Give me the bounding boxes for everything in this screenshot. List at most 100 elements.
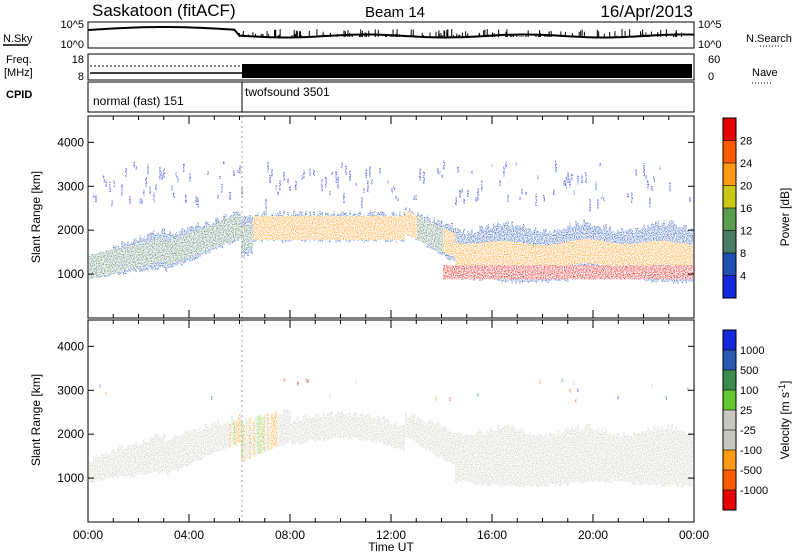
power-cell [629, 265, 631, 280]
power-cell [587, 239, 589, 264]
power-cell [393, 215, 395, 240]
velocity-cell [495, 430, 497, 484]
power-cell [663, 265, 665, 280]
power-cell [603, 265, 605, 280]
velocity-cell [557, 430, 559, 484]
power-cell [311, 215, 313, 240]
power-cell [155, 239, 157, 264]
power-cell [509, 241, 511, 266]
velocity-cell [255, 416, 257, 456]
velocity-cell [97, 456, 99, 482]
velocity-cell [305, 378, 307, 383]
velocity-cell [323, 413, 325, 441]
power-cell [95, 195, 97, 203]
colorbar-segment [723, 230, 736, 254]
velocity-cell [171, 437, 173, 471]
noise-left-tick-top: 10^5 [60, 19, 84, 31]
velocity-cell [455, 432, 457, 484]
velocity-cell [645, 431, 647, 485]
power-cell [653, 241, 655, 266]
power-cell [677, 242, 679, 267]
power-cell [461, 265, 463, 280]
power-cell [121, 184, 123, 197]
velocity-cell [481, 432, 483, 486]
power-cell [689, 265, 691, 280]
power-cell [515, 265, 517, 280]
power-cell [485, 265, 487, 280]
power-cell [139, 243, 141, 268]
power-cell [205, 226, 207, 251]
power-cell [229, 192, 231, 201]
power-cell [571, 240, 573, 265]
velocity-cell [443, 426, 445, 461]
power-cell [413, 213, 415, 238]
power-cell [195, 195, 197, 206]
power-cell [449, 265, 451, 280]
power-cell [563, 242, 565, 267]
power-cell [623, 243, 625, 268]
power-cell [261, 215, 263, 240]
power-cell [449, 231, 451, 256]
velocity-cell [559, 434, 561, 487]
colorbar-segment [723, 185, 736, 209]
power-cell [529, 265, 531, 280]
velocity-cell [227, 420, 229, 447]
power-cell [553, 189, 555, 196]
power-cell [309, 215, 311, 240]
x-axis: 00:00 04:00 08:00 12:00 16:00 20:00 00:00 [73, 320, 709, 542]
velocity-cell [183, 433, 185, 466]
x-tick-label: 00:00 [73, 528, 103, 542]
power-cell [145, 177, 147, 188]
power-cell [521, 188, 523, 195]
freq-label-2: [MHz] [4, 67, 33, 79]
velocity-cell [595, 430, 597, 481]
power-cell [277, 215, 279, 240]
velocity-cell [403, 425, 405, 452]
power-cell [561, 265, 563, 280]
power-cell [327, 215, 329, 240]
power-cell [675, 265, 677, 280]
velocity-cell [641, 431, 643, 486]
velocity-cell [549, 432, 551, 485]
power-cell [235, 215, 237, 240]
power-cell [277, 191, 279, 197]
velocity-cell [373, 418, 375, 442]
velocity-cell [519, 428, 521, 488]
power-cell [207, 170, 209, 176]
power-cell [615, 243, 617, 268]
velocity-cell [225, 423, 227, 451]
power-cell [223, 161, 225, 165]
power-cell [553, 265, 555, 280]
velocity-cell [569, 388, 571, 393]
power-cell [137, 243, 139, 268]
velocity-cell [165, 441, 167, 474]
velocity-cell [671, 424, 673, 485]
power-cell [403, 215, 405, 240]
velocity-cell [281, 414, 283, 446]
velocity-cell [297, 416, 299, 444]
power-cell [287, 178, 289, 185]
power-cell [239, 214, 241, 239]
freq-tick-top: 18 [72, 54, 84, 66]
power-cell [93, 254, 95, 279]
velocity-y-axis: 1000 2000 3000 4000 [57, 339, 694, 485]
power-cell [579, 239, 581, 264]
velocity-cell [463, 435, 465, 482]
velocity-cell [397, 426, 399, 448]
power-cell [457, 166, 459, 173]
power-cell [477, 243, 479, 268]
velocity-cell [599, 432, 601, 483]
x-tick-label: 20:00 [578, 528, 608, 542]
velocity-cell [125, 447, 127, 478]
power-cell [493, 241, 495, 266]
colorbar-tick-label: 24 [740, 158, 752, 170]
power-cell [451, 265, 453, 280]
velocity-cell [477, 392, 479, 397]
velocity-cell [673, 430, 675, 485]
power-cell [259, 215, 261, 240]
noise-left-label: N.Sky [3, 33, 33, 45]
velocity-cell [375, 420, 377, 444]
velocity-cell [325, 415, 327, 440]
power-cell [593, 239, 595, 264]
